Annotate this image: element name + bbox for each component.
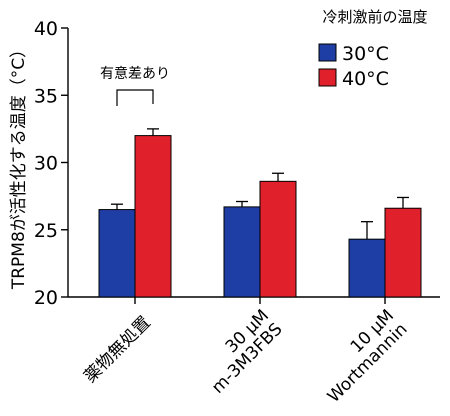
y-tick-label: 20: [34, 287, 58, 309]
bars: [98, 128, 422, 298]
bar: [223, 206, 261, 298]
y-tick-label: 30: [34, 153, 58, 175]
y-tick-label: 25: [34, 220, 58, 242]
legend-swatch: [318, 68, 337, 87]
y-axis-title: TRPM8が活性化する温度（°C）: [9, 41, 29, 290]
y-tick-label: 35: [34, 85, 58, 107]
bar: [384, 207, 422, 298]
legend: 冷刺激前の温度 30°C 40°C: [318, 8, 428, 90]
y-tick-label: 40: [34, 18, 58, 40]
annotations: 有意差あり: [100, 65, 170, 106]
significance-bracket: [116, 89, 154, 106]
bar: [348, 238, 386, 298]
significance-label: 有意差あり: [100, 65, 170, 82]
legend-swatch: [318, 43, 337, 62]
legend-label: 30°C: [342, 43, 389, 65]
legend-title: 冷刺激前の温度: [322, 8, 427, 26]
x-category-label: 30 μMm-3M3FBS: [208, 306, 286, 398]
bar: [259, 180, 297, 298]
x-category-label-line: 薬物無処置: [81, 313, 155, 387]
bar: [134, 135, 172, 298]
bar: [98, 209, 136, 298]
legend-label: 40°C: [342, 68, 389, 90]
x-category-label: 薬物無処置: [81, 313, 155, 387]
